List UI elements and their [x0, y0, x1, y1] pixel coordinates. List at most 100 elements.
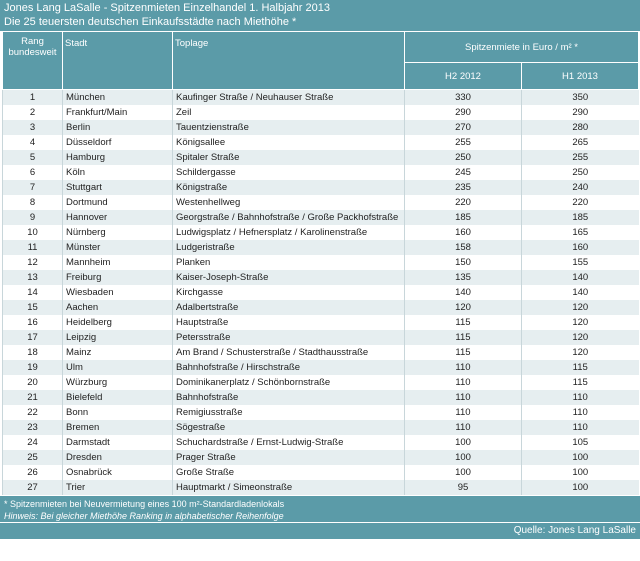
table-cell: Bonn	[62, 405, 173, 420]
table-cell: 25	[2, 450, 63, 465]
table-cell: 158	[404, 240, 522, 255]
table-row: 14 Wiesbaden Kirchgasse 140 140	[2, 285, 639, 300]
table-cell: Münster	[62, 240, 173, 255]
table-cell: Bahnhofstraße	[172, 390, 405, 405]
table-cell: Tauentzienstraße	[172, 120, 405, 135]
table-cell: 15	[2, 300, 63, 315]
subtitle: Die 25 teuersten deutschen Einkaufsstädt…	[4, 16, 297, 28]
table-cell: 350	[521, 89, 639, 105]
table-cell: Planken	[172, 255, 405, 270]
table-cell: 5	[2, 150, 63, 165]
table-cell: 22	[2, 405, 63, 420]
table-cell: 27	[2, 480, 63, 495]
table-cell: 150	[404, 255, 522, 270]
table-cell: Würzburg	[62, 375, 173, 390]
table-row: 27 Trier Hauptmarkt / Simeonstraße 95 100	[2, 480, 639, 495]
hint: Hinweis: Bei gleicher Miethöhe Ranking i…	[4, 511, 284, 521]
table-row: 2 Frankfurt/Main Zeil 290 290	[2, 105, 639, 120]
table-cell: 165	[521, 225, 639, 240]
table-cell: Freiburg	[62, 270, 173, 285]
table-cell: 140	[521, 270, 639, 285]
table-cell: 120	[521, 330, 639, 345]
table-cell: Hannover	[62, 210, 173, 225]
notes: * Spitzenmieten bei Neuvermietung eines …	[0, 496, 640, 522]
table-cell: Hauptmarkt / Simeonstraße	[172, 480, 405, 495]
table-cell: 330	[404, 89, 522, 105]
table-cell: 115	[404, 345, 522, 360]
title-bar: Jones Lang LaSalle - Spitzenmieten Einze…	[0, 0, 640, 31]
table-cell: 20	[2, 375, 63, 390]
table-cell: Adalbertstraße	[172, 300, 405, 315]
table-row: 21 Bielefeld Bahnhofstraße 110 110	[2, 390, 639, 405]
table-cell: Am Brand / Schusterstraße / Stadthausstr…	[172, 345, 405, 360]
table-cell: 8	[2, 195, 63, 210]
table-cell: Kaufinger Straße / Neuhauser Straße	[172, 89, 405, 105]
table-row: 19 Ulm Bahnhofstraße / Hirschstraße 110 115	[2, 360, 639, 375]
table-cell: 185	[521, 210, 639, 225]
table-cell: 185	[404, 210, 522, 225]
table-cell: 110	[521, 420, 639, 435]
col-header: Spitzenmiete in Euro / m² *	[404, 30, 639, 64]
table-row: 11 Münster Ludgeristraße 158 160	[2, 240, 639, 255]
table-row: 1 München Kaufinger Straße / Neuhauser Str…	[2, 89, 639, 105]
table-cell: 2	[2, 105, 63, 120]
table-cell: 110	[404, 405, 522, 420]
table-cell: Berlin	[62, 120, 173, 135]
col-header: Toplage	[172, 31, 405, 90]
table-cell: 290	[404, 105, 522, 120]
table-cell: Bahnhofstraße / Hirschstraße	[172, 360, 405, 375]
table-cell: 140	[521, 285, 639, 300]
table-cell: Georgstraße / Bahnhofstraße / Große Pack…	[172, 210, 405, 225]
table-row: 18 Mainz Am Brand / Schusterstraße / Stadt…	[2, 345, 639, 360]
table-cell: 250	[521, 165, 639, 180]
table-cell: Mainz	[62, 345, 173, 360]
table-row: 4 Düsseldorf Königsallee 255 265	[2, 135, 639, 150]
table-cell: 100	[404, 450, 522, 465]
table-cell: Schuchardstraße / Ernst-Ludwig-Straße	[172, 435, 405, 450]
table-cell: 95	[404, 480, 522, 495]
table-cell: 16	[2, 315, 63, 330]
table-cell: 13	[2, 270, 63, 285]
footnote: * Spitzenmieten bei Neuvermietung eines …	[4, 499, 285, 509]
table-cell: Trier	[62, 480, 173, 495]
table-head: Rang bundesweit Stadt Toplage Spitzenmie…	[2, 30, 639, 90]
table-cell: 110	[404, 390, 522, 405]
col-header: H1 2013	[521, 62, 639, 90]
table-cell: 19	[2, 360, 63, 375]
table-cell: 17	[2, 330, 63, 345]
table-cell: 10	[2, 225, 63, 240]
table-row: 23 Bremen Sögestraße 110 110	[2, 420, 639, 435]
table-cell: 26	[2, 465, 63, 480]
table-row: 20 Würzburg Dominikanerplatz / Schönbornst…	[2, 375, 639, 390]
col-header: Rang bundesweit	[2, 31, 63, 90]
table-cell: 120	[404, 300, 522, 315]
table-cell: 1	[2, 89, 63, 105]
table-row: 24 Darmstadt Schuchardstraße / Ernst-Ludwi…	[2, 435, 639, 450]
table-cell: 255	[521, 150, 639, 165]
table-row: 6 Köln Schildergasse 245 250	[2, 165, 639, 180]
table-cell: Königsallee	[172, 135, 405, 150]
table-cell: 290	[521, 105, 639, 120]
table-cell: 220	[521, 195, 639, 210]
table-cell: 115	[404, 315, 522, 330]
table-cell: Spitaler Straße	[172, 150, 405, 165]
table-cell: Remigiusstraße	[172, 405, 405, 420]
table-cell: Bremen	[62, 420, 173, 435]
table-cell: 12	[2, 255, 63, 270]
table-cell: 160	[404, 225, 522, 240]
col-header: Stadt	[62, 31, 173, 90]
table-cell: Dortmund	[62, 195, 173, 210]
table-cell: 245	[404, 165, 522, 180]
table-cell: Düsseldorf	[62, 135, 173, 150]
table-cell: Nürnberg	[62, 225, 173, 240]
table-cell: 115	[521, 360, 639, 375]
table-cell: Frankfurt/Main	[62, 105, 173, 120]
table-row: 10 Nürnberg Ludwigsplatz / Hefnersplatz / …	[2, 225, 639, 240]
table-cell: 115	[404, 330, 522, 345]
table-cell: 18	[2, 345, 63, 360]
table-cell: Dominikanerplatz / Schönbornstraße	[172, 375, 405, 390]
table-cell: Kaiser-Joseph-Straße	[172, 270, 405, 285]
table-row: 3 Berlin Tauentzienstraße 270 280	[2, 120, 639, 135]
table-cell: 105	[521, 435, 639, 450]
table-row: 16 Heidelberg Hauptstraße 115 120	[2, 315, 639, 330]
